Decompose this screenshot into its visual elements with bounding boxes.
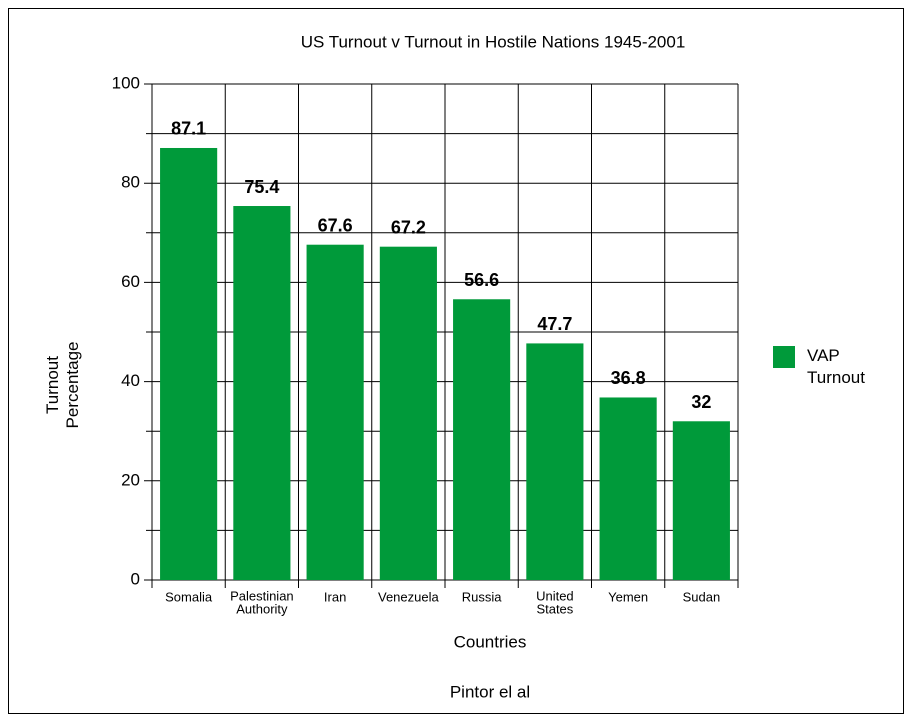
x-tick-label: Palestinian Authority [230, 589, 294, 617]
y-axis-label: TurnoutPercentage [43, 342, 82, 429]
y-tick-label: 0 [131, 569, 140, 588]
y-tick-label: 60 [121, 272, 140, 291]
bar [453, 299, 511, 580]
chart-title: US Turnout v Turnout in Hostile Nations … [301, 32, 686, 51]
x-tick-label: Yemen [608, 589, 648, 604]
y-tick-label: 100 [112, 73, 140, 92]
value-label: 36.8 [611, 368, 646, 388]
x-tick-label: Sudan [683, 589, 721, 604]
y-tick-label: 80 [121, 173, 140, 192]
bar [672, 421, 730, 580]
legend-swatch [773, 346, 795, 368]
bar [526, 343, 584, 580]
x-axis-label: Countries [454, 632, 527, 651]
x-tick-label: Russia [462, 589, 503, 604]
y-tick-label: 20 [121, 470, 140, 489]
bar [160, 147, 218, 580]
value-label: 32 [691, 392, 711, 412]
caption: Pintor el al [450, 682, 530, 701]
value-label: 67.2 [391, 217, 426, 237]
bar [306, 244, 364, 581]
x-tick-label: Iran [324, 589, 346, 604]
y-tick-label: 40 [121, 371, 140, 390]
x-tick-label: United States [536, 589, 574, 617]
x-tick-label: Venezuela [378, 589, 439, 604]
value-label: 87.1 [171, 119, 206, 139]
value-label: 75.4 [244, 177, 279, 197]
bar [233, 206, 291, 581]
x-tick-label: Somalia [165, 589, 213, 604]
bar [379, 246, 437, 581]
value-label: 47.7 [537, 314, 572, 334]
value-label: 56.6 [464, 270, 499, 290]
bar [599, 397, 657, 580]
value-label: 67.6 [318, 215, 353, 235]
frame [8, 8, 904, 714]
legend-label: VAP Turnout [807, 346, 865, 387]
